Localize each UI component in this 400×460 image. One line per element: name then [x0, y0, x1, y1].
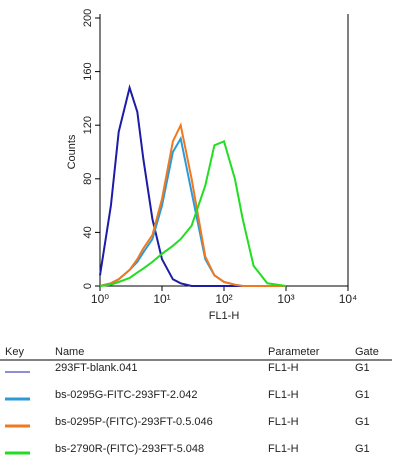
x-tick-label: 10²: [215, 292, 232, 306]
series-line: [99, 135, 286, 287]
legend-gate: G1: [355, 443, 370, 455]
series-line: [99, 122, 286, 287]
legend-parameter: FL1-H: [268, 416, 299, 428]
legend-name: bs-2790R-(FITC)-293FT-5.048: [55, 443, 204, 455]
y-tick-label: 80: [82, 173, 94, 185]
y-axis-title: Counts: [66, 134, 78, 169]
y-tick-label: 40: [82, 226, 94, 238]
x-tick-label: 10³: [277, 292, 294, 306]
legend-name: bs-0295G-FITC-293FT-2.042: [55, 389, 197, 401]
y-tick-label: 0: [82, 283, 94, 289]
y-tick-label: 120: [82, 116, 94, 134]
x-tick-label: 10⁰: [91, 292, 109, 306]
x-tick-label: 10¹: [153, 292, 170, 306]
legend-parameter: FL1-H: [268, 389, 299, 401]
x-tick-label: 10⁴: [339, 292, 358, 306]
y-tick-label: 160: [82, 62, 94, 80]
series-line: [99, 139, 287, 287]
legend-parameter: FL1-H: [268, 362, 299, 374]
y-tick-label: 200: [82, 9, 94, 27]
key-header: Name: [55, 346, 84, 358]
key-header: Gate: [355, 346, 379, 358]
legend-gate: G1: [355, 416, 370, 428]
key-header: Key: [5, 346, 24, 358]
x-axis-title: FL1-H: [209, 310, 240, 322]
legend-name: bs-0295P-(FITC)-293FT-0.5.046: [55, 416, 213, 428]
legend-gate: G1: [355, 389, 370, 401]
legend-name: 293FT-blank.041: [55, 362, 138, 374]
legend-parameter: FL1-H: [268, 443, 299, 455]
legend-gate: G1: [355, 362, 370, 374]
key-header: Parameter: [268, 346, 320, 358]
